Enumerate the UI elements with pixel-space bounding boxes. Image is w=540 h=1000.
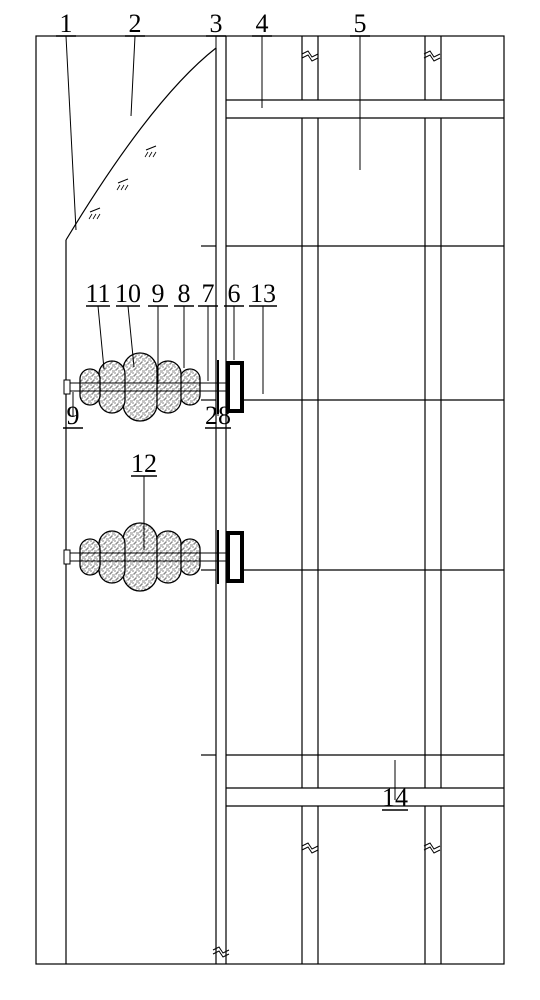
label-1: 1 xyxy=(60,9,73,38)
label-5: 5 xyxy=(354,9,367,38)
label-8: 8 xyxy=(178,279,191,308)
label-7: 7 xyxy=(202,279,215,308)
label-2: 2 xyxy=(129,9,142,38)
label-28: 28 xyxy=(205,401,231,430)
label-11: 11 xyxy=(85,279,110,308)
label-12: 12 xyxy=(131,449,157,478)
label-13: 13 xyxy=(250,279,276,308)
label-9b: 9 xyxy=(67,401,80,430)
label-10: 10 xyxy=(115,279,141,308)
label-14: 14 xyxy=(382,783,408,812)
label-9a: 9 xyxy=(152,279,165,308)
label-3: 3 xyxy=(210,9,223,38)
label-4: 4 xyxy=(256,9,269,38)
engineering-diagram: 1234561372889101191214 xyxy=(0,0,540,1000)
label-6: 6 xyxy=(228,279,241,308)
